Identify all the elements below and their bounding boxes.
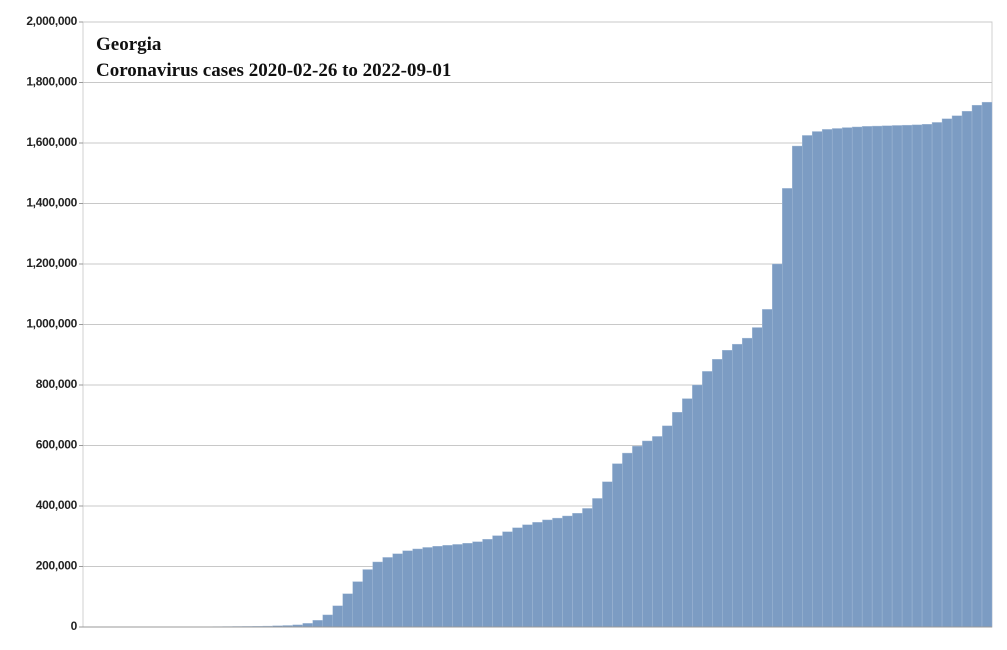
bar [921,124,933,628]
bar [532,522,543,628]
bar [562,515,573,628]
bar [752,327,763,628]
bar [352,581,363,628]
bar [851,126,863,628]
bar [831,128,843,628]
bar [652,436,663,628]
bar [492,535,503,628]
y-tick-label: 1,600,000 [26,135,77,149]
bar [742,337,753,628]
bar [971,104,983,628]
bar [332,605,343,628]
bar [712,359,723,628]
bar [402,550,413,628]
y-tick-label: 0 [71,619,78,633]
y-tick-label: 1,400,000 [26,196,77,210]
bar [302,623,313,628]
bar [582,508,593,628]
bar [702,371,713,628]
bar [692,384,703,628]
y-tick-label: 800,000 [36,377,78,391]
bar [861,126,873,628]
bar [522,524,533,628]
bar [602,481,613,628]
bar [442,545,453,628]
bar [802,135,813,628]
bar [961,111,973,628]
bar [871,125,883,628]
bar [632,445,643,628]
bar [821,129,833,628]
y-tick-label: 2,000,000 [26,14,77,28]
y-tick-label: 1,000,000 [26,317,77,331]
bar [762,309,773,628]
bar [792,145,803,628]
bar [881,125,893,628]
bar [941,118,953,628]
bar [911,124,923,628]
bar [382,557,393,628]
bar [542,519,553,628]
bar [722,350,733,628]
bar [901,124,913,628]
bar [682,398,693,628]
bar [422,547,433,628]
bar [642,440,653,628]
bar [432,546,443,628]
bar [472,541,483,628]
bar [342,593,353,628]
bar [612,463,623,628]
bar [392,553,403,628]
bar [841,127,853,628]
bar [512,527,523,628]
bar [662,425,673,628]
y-tick-label: 1,800,000 [26,75,77,89]
bar [452,544,463,628]
bar [482,539,493,628]
bar [732,343,743,628]
bar [772,263,783,628]
bar [552,517,563,628]
bar [891,125,903,628]
y-tick-label: 600,000 [36,438,78,452]
bar [672,412,683,628]
bar [572,513,583,628]
bar [322,614,333,628]
bar [362,569,373,628]
bar [312,620,323,628]
bar [622,452,633,628]
bar [782,188,793,628]
bar [981,101,993,628]
chart-subtitle: Coronavirus cases 2020-02-26 to 2022-09-… [96,60,451,81]
bar [951,115,963,628]
bar [811,131,823,628]
bar [931,122,943,628]
y-tick-label: 400,000 [36,498,78,512]
bar [372,561,383,628]
y-tick-label: 1,200,000 [26,256,77,270]
bar [502,531,513,628]
bar [462,543,473,628]
bar [412,548,423,628]
chart-title: Georgia [96,34,162,55]
bar [592,498,603,628]
y-tick-label: 200,000 [36,559,78,573]
